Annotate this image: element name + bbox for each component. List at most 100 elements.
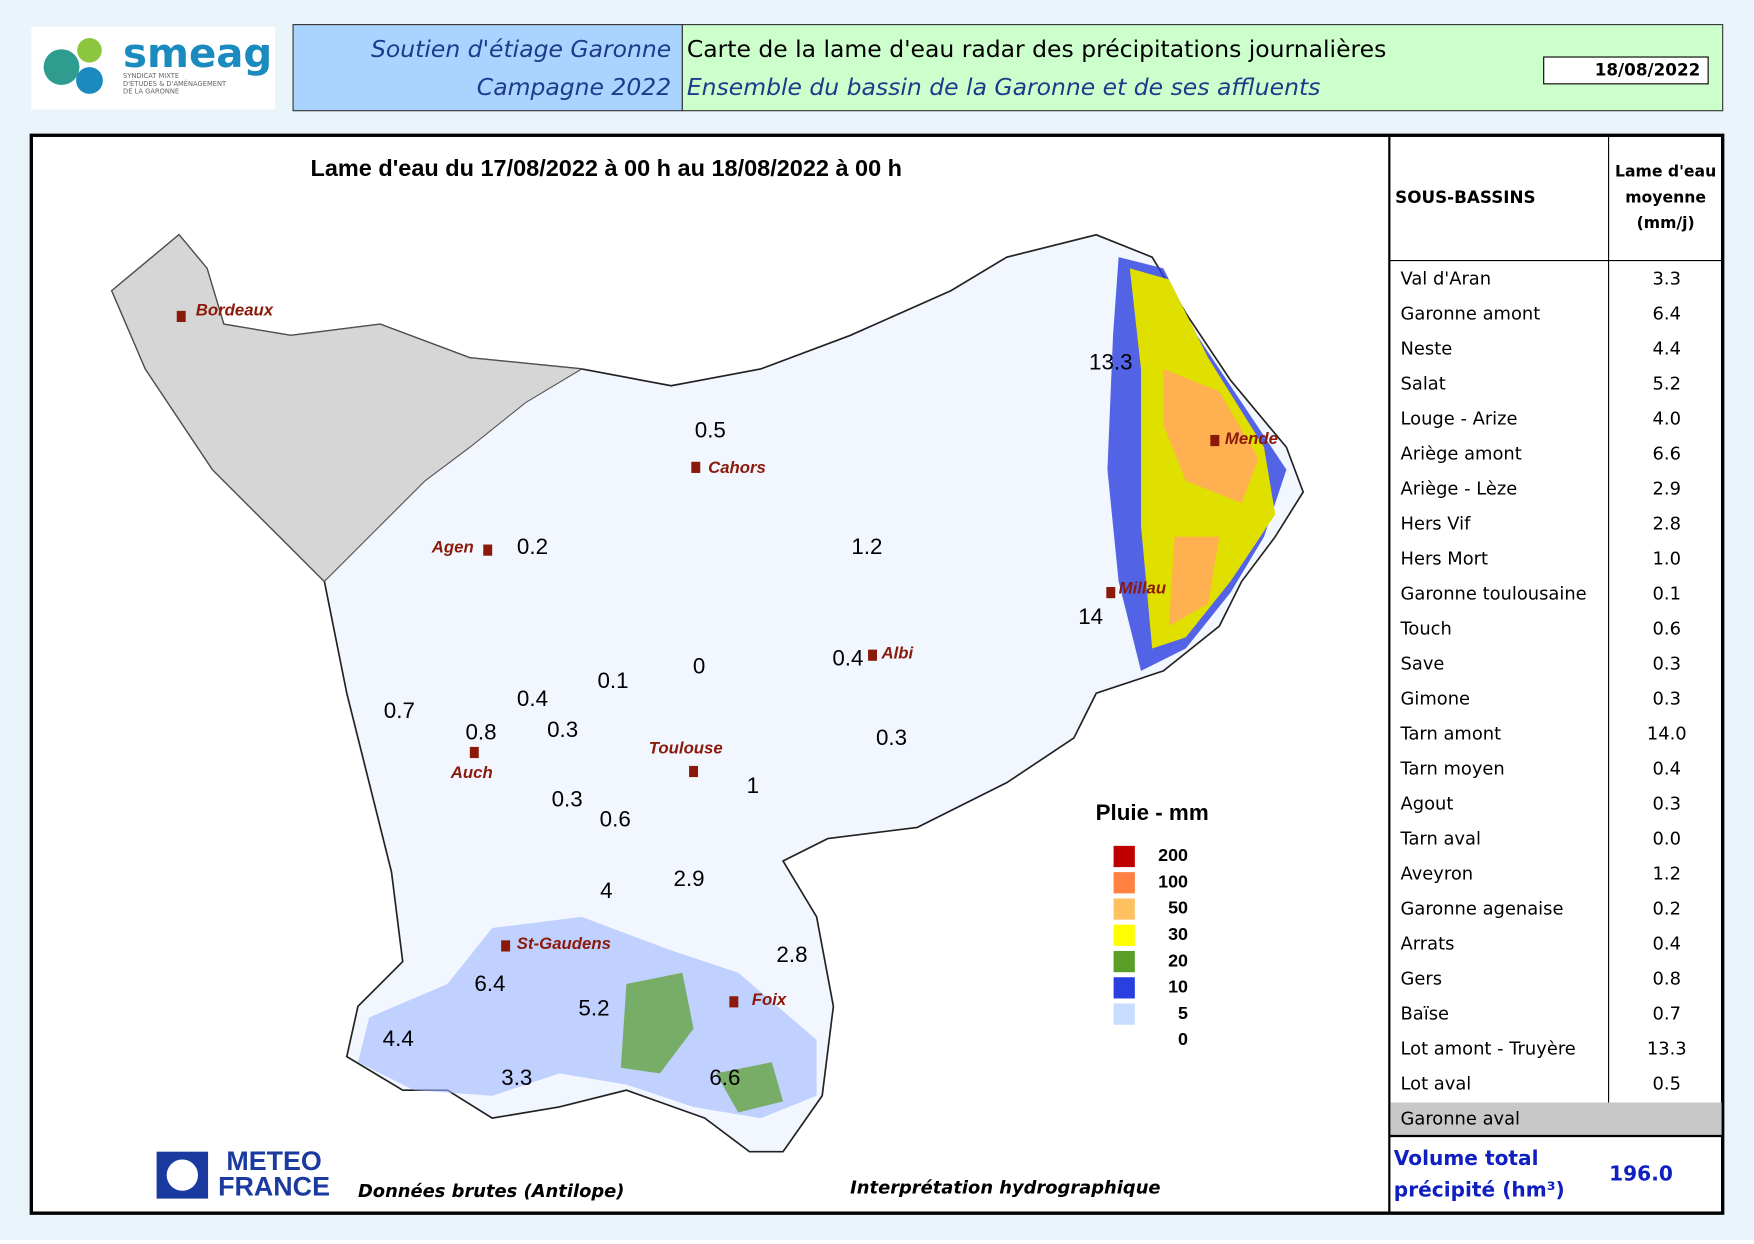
city-marker [501,940,511,952]
row-name: Save [1401,654,1445,675]
legend-swatch [1114,1030,1135,1051]
basin-value: 6.6 [709,1065,740,1090]
logo-shape [43,49,80,85]
row-name: Garonne amont [1401,304,1541,325]
rain-area [1163,368,1259,627]
basin-value: 0.8 [465,719,496,744]
logo-subtitle: DE LA GARONNE [123,88,179,96]
basin-value: 0.7 [384,698,415,723]
city-label: Auch [450,763,493,782]
row-value: 2.9 [1653,479,1681,500]
total-label: Volume total [1394,1146,1539,1170]
row-name: Ariège - Lèze [1401,479,1518,500]
city-marker [483,544,493,556]
basin-value: 4.4 [383,1026,414,1051]
meteo-text: METEO [226,1146,321,1176]
legend-swatch [1113,872,1135,894]
meteo-text: FRANCE [218,1172,330,1202]
row-value: 2.8 [1653,514,1681,535]
footer-note: Interprétation hydrographique [850,1178,1160,1199]
row-value: 0.5 [1653,1073,1681,1094]
row-value: 0.6 [1653,619,1681,640]
row-value: 14.0 [1647,723,1687,744]
row-name: Salat [1401,374,1446,395]
header-subtitle: Ensemble du bassin de la Garonne et de s… [687,73,1321,101]
row-value: 0.4 [1653,933,1681,954]
row-name: Garonne toulousaine [1401,584,1587,605]
table-header: (mm/j) [1637,213,1695,232]
row-value: 0.7 [1653,1003,1681,1024]
header-text: Soutien d'étiage Garonne [371,35,671,63]
rain-area [620,972,784,1113]
city-label: Agen [431,537,474,556]
row-value: 0.3 [1653,689,1681,710]
legend-swatch [1113,845,1135,868]
row-value: 6.6 [1653,444,1681,465]
row-name: Tarn amont [1400,723,1502,744]
city-label: St-Gaudens [517,934,611,953]
basin-value: 1 [747,773,759,798]
basin-value: 0.3 [876,725,907,750]
basin-value: 4 [600,878,612,903]
city-marker [469,746,479,759]
logo-shape [77,38,102,63]
row-name: Agout [1401,793,1454,814]
basin-value: 2.9 [674,866,705,891]
city-marker [691,461,701,473]
row-value: 6.4 [1653,304,1681,325]
row-name: Garonne agenaise [1401,898,1564,919]
legend-label: 0 [1178,1029,1188,1049]
row-name: Louge - Arize [1401,409,1518,430]
table-header: SOUS-BASSINS [1395,187,1536,207]
basin-value: 13.3 [1089,349,1133,374]
map-title: Lame d'eau du 17/08/2022 à 00 h au 18/08… [311,155,902,181]
legend-label: 50 [1168,898,1188,918]
row-name: Tarn aval [1400,828,1481,849]
basin-value: 0.1 [597,668,628,693]
basin-value: 1.2 [851,534,882,559]
legend-label: 30 [1168,924,1188,944]
basin-value: 0.3 [547,717,578,742]
row-value: 0.0 [1653,828,1681,849]
row-name: Hers Vif [1401,514,1472,535]
row-name: Val d'Aran [1401,269,1492,290]
row-value: 4.4 [1653,339,1681,360]
city-label: Millau [1119,579,1167,598]
logo-name: smeag [123,31,272,77]
header-title: Carte de la lame d'eau radar des précipi… [687,35,1386,63]
basin-value: 0.2 [517,534,548,559]
city-label: Albi [880,644,913,663]
city-label: Toulouse [649,739,723,758]
row-name: Gimone [1401,689,1471,710]
row-value: 13.3 [1647,1038,1687,1059]
total-value: 196.0 [1609,1162,1673,1186]
row-name: Tarn moyen [1400,758,1505,779]
city-label: Cahors [708,458,766,477]
row-name: Ariège amont [1401,444,1522,465]
legend-swatch [1113,924,1135,946]
basin-value: 0 [693,653,705,678]
basin-value: 14 [1078,604,1103,629]
row-name: Arrats [1401,933,1455,954]
gray-area [111,234,584,583]
row-value: 4.0 [1653,409,1681,430]
row-value: 1.0 [1653,549,1681,570]
basin-value: 3.3 [501,1065,532,1090]
rain-area [357,916,817,1119]
row-name: Lot amont - Truyère [1401,1038,1576,1059]
city-label: Mende [1225,429,1278,448]
basin-value: 0.5 [695,418,726,443]
legend-swatch [1113,1003,1135,1025]
city-label: Foix [752,990,787,1009]
row-value: 0.1 [1653,584,1681,605]
city-marker [1210,434,1220,447]
row-name: Baïse [1401,1003,1450,1024]
basin-value: 0.6 [600,807,631,832]
row-value: 0.8 [1653,968,1681,989]
legend-label: 10 [1168,977,1188,997]
header-text: Campagne 2022 [477,73,671,101]
row-value: 0.3 [1653,793,1681,814]
basin-value: 2.8 [776,942,807,967]
city-marker [176,310,186,323]
logo-shape [76,67,103,94]
